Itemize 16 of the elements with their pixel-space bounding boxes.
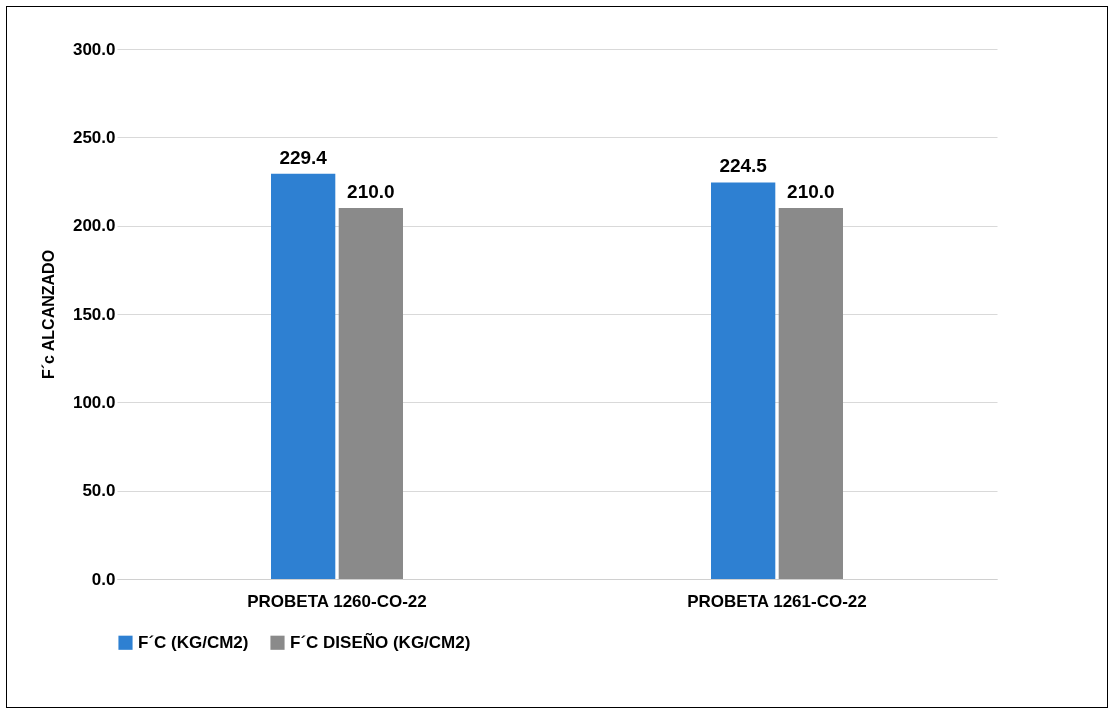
- y-tick-label: 150.0: [72, 304, 116, 324]
- data-label: 224.5: [719, 155, 768, 177]
- y-axis-title: F´c ALCANZADO: [39, 249, 57, 380]
- data-label: 210.0: [787, 181, 835, 202]
- legend-label: F´C (KG/CM2): [138, 632, 249, 652]
- x-tick-label: PROBETA 1261-CO-22: [687, 591, 867, 611]
- y-tick-label: 200.0: [72, 216, 116, 236]
- y-tick-label: 100.0: [72, 392, 116, 412]
- legend-label: F´C DISEÑO (KG/CM2): [290, 631, 471, 652]
- x-tick-label: PROBETA 1260-CO-22: [247, 591, 427, 611]
- y-tick-label: 300.0: [72, 39, 116, 59]
- y-tick-label: 250.0: [72, 127, 116, 147]
- data-label: 229.4: [279, 146, 328, 168]
- y-tick-label: 0.0: [91, 569, 116, 589]
- data-label: 210.0: [347, 181, 395, 202]
- y-tick-label: 50.0: [82, 481, 116, 501]
